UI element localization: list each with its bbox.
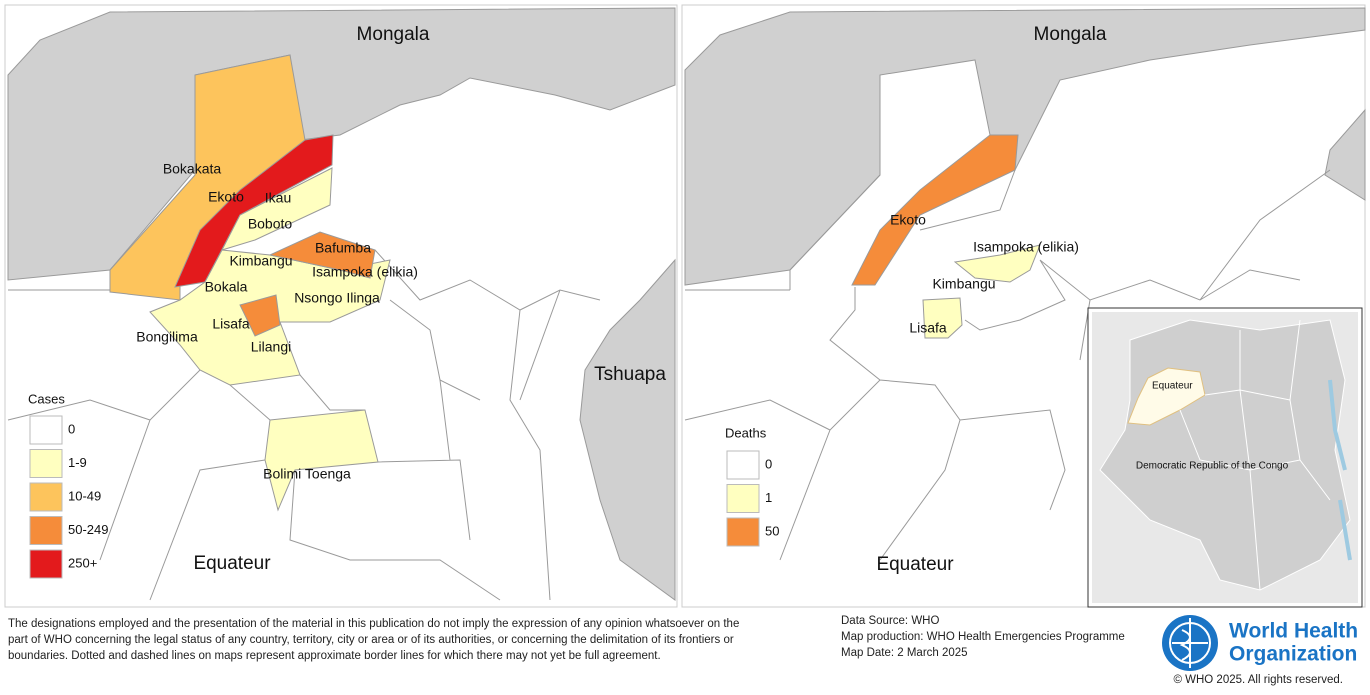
emblem-staff — [1172, 618, 1208, 668]
region-label: Bokala — [205, 279, 248, 295]
region-label: Bokakata — [163, 161, 222, 177]
region-label: Lisafa — [909, 320, 947, 336]
legend-label: 50-249 — [68, 522, 108, 537]
legend-swatch — [29, 415, 63, 445]
inset-label: Democratic Republic of the Congo — [1136, 461, 1289, 472]
legend-swatch — [29, 516, 63, 545]
inset-label: Equateur — [1152, 381, 1193, 392]
cases-map: Mongala Bokakata Ekoto Ikau Boboto Bafum… — [4, 4, 678, 608]
region-isampoka — [953, 244, 1041, 283]
region-label: Boboto — [248, 216, 293, 232]
legend-label: 0 — [765, 456, 772, 471]
region-label: Ikau — [265, 190, 291, 206]
legend-swatch — [726, 484, 760, 513]
region-bolimi-toenga — [264, 409, 379, 512]
legend-title: Cases — [28, 391, 65, 406]
region-label: Equateur — [193, 553, 271, 574]
source-line: Map production: WHO Health Emergencies P… — [841, 631, 1125, 643]
region-label: Kimbangu — [932, 276, 995, 292]
region-label: Ekoto — [208, 189, 244, 205]
legend-label: 250+ — [68, 555, 97, 570]
region-label: Bafumba — [315, 240, 371, 256]
inset-lakes — [1328, 379, 1352, 561]
legend-label: 50 — [765, 523, 779, 538]
copyright: © WHO 2025. All rights reserved. — [1173, 674, 1343, 686]
legend-label: 1 — [765, 490, 772, 505]
disclaimer-line: part of WHO concerning the legal status … — [8, 634, 734, 646]
region-label: Mongala — [1034, 24, 1107, 45]
region-label: Kimbangu — [229, 253, 292, 269]
tshuapa-area — [579, 258, 676, 601]
legend-title: Deaths — [725, 425, 767, 440]
region-label: Tshuapa — [594, 364, 666, 385]
legend-swatch — [726, 450, 760, 480]
region-label: Ekoto — [890, 212, 926, 228]
region-label: Nsongo Ilinga — [294, 290, 380, 306]
legend-label: 10-49 — [68, 488, 101, 503]
disclaimer-line: The designations employed and the presen… — [8, 618, 739, 630]
legend-label: 1-9 — [68, 455, 87, 470]
region-label: Bongilima — [136, 329, 198, 345]
region-lisafa — [239, 294, 281, 337]
inset-boundaries — [1179, 319, 1331, 591]
legend-label: 0 — [68, 421, 75, 436]
region-ikau — [221, 167, 333, 251]
source-line: Map Date: 2 March 2025 — [841, 647, 968, 659]
region-ekoto — [851, 134, 1019, 286]
logo-text: World Health — [1229, 620, 1358, 643]
legend-swatch — [29, 549, 63, 579]
logo-text: Organization — [1229, 643, 1357, 666]
tshuapa-area — [1324, 108, 1366, 201]
district-boundaries — [684, 75, 1331, 561]
who-emblem — [1162, 615, 1218, 671]
footer: The designations employed and the presen… — [8, 615, 1358, 686]
region-label: Mongala — [357, 24, 430, 45]
region-label: Isampoka (elikia) — [312, 264, 418, 280]
disclaimer-line: boundaries. Dotted and dashed lines on m… — [8, 650, 661, 662]
legend-swatch — [29, 482, 63, 512]
region-label: Equateur — [876, 554, 954, 575]
district-boundaries — [7, 249, 601, 601]
legend-swatch — [726, 517, 760, 547]
region-label: Isampoka (elikia) — [973, 239, 1079, 255]
region-bafumba — [268, 231, 376, 279]
inset-map: Equateur Democratic Republic of the Cong… — [1087, 307, 1363, 608]
region-label: Lisafa — [212, 316, 250, 332]
region-label: Bolimi Toenga — [263, 466, 351, 482]
legend-swatch — [29, 449, 63, 478]
region-lisafa — [922, 297, 963, 339]
mongala-area — [7, 7, 676, 281]
region-label: Lilangi — [251, 339, 291, 355]
source-line: Data Source: WHO — [841, 615, 939, 627]
